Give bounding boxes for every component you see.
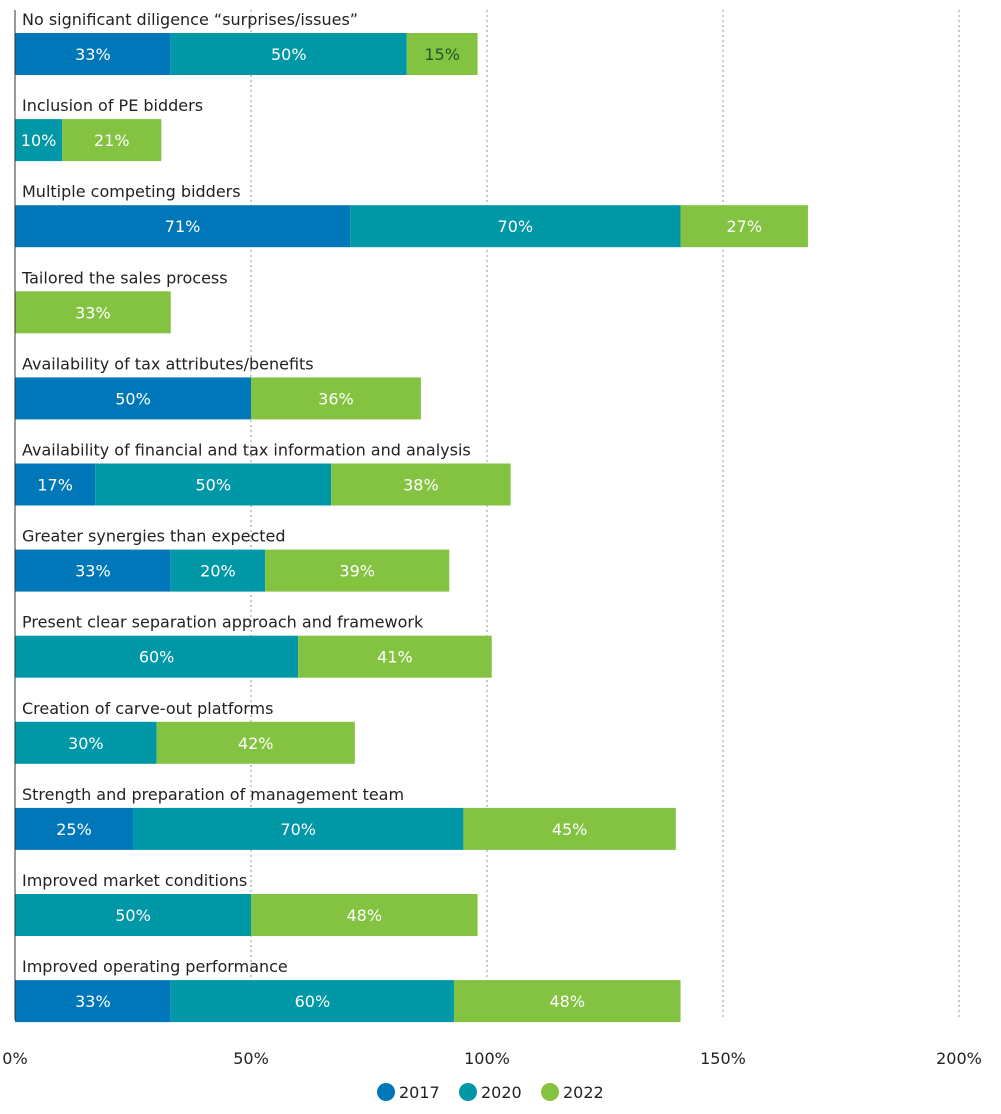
bar-segment-2017 [15, 377, 251, 420]
bars: 33% 50% 15% 10% 21% 71% 70% 27% 33% 50% 36% 17% 50% 3… [15, 33, 808, 1023]
category-label: Present clear separation approach and fr… [22, 613, 424, 632]
category-labels: No significant diligence “surprises/issu… [21, 10, 471, 976]
data-label: 38% [403, 476, 439, 495]
data-label: 36% [318, 389, 354, 408]
data-label: 70% [498, 217, 534, 236]
bar-segment-2017 [15, 33, 171, 75]
data-label: 50% [271, 45, 307, 64]
data-label: 71% [165, 217, 201, 236]
bar-segment-2017 [15, 980, 171, 1023]
bar-segment-2020 [170, 549, 266, 592]
legend-label: 2020 [481, 1083, 522, 1102]
data-label: 33% [75, 992, 111, 1011]
x-tick-label: 0% [2, 1049, 27, 1068]
data-label: 45% [552, 820, 588, 839]
bar-segment-2022 [680, 205, 808, 248]
data-label: 27% [726, 217, 762, 236]
category-label: Greater synergies than expected [22, 527, 286, 546]
data-label: 39% [339, 562, 375, 581]
axis: 0% 50% 100% 150% 200% [2, 10, 982, 1068]
bar-segment-2020 [15, 721, 157, 764]
data-label: 70% [280, 820, 316, 839]
data-label: 60% [295, 992, 331, 1011]
data-label: 10% [21, 131, 57, 150]
data-label: 48% [549, 992, 585, 1011]
legend-swatch [459, 1083, 477, 1101]
bar-segment-2022 [15, 291, 171, 334]
data-label: 41% [377, 648, 413, 667]
data-label: 48% [346, 906, 382, 925]
x-tick-label: 150% [700, 1049, 746, 1068]
data-label: 15% [424, 45, 460, 64]
bar-segment-2022 [331, 463, 511, 506]
bar-segment-2017 [15, 807, 133, 850]
bar-segment-2022 [406, 33, 478, 75]
legend-swatch [541, 1083, 559, 1101]
data-label: 33% [75, 45, 111, 64]
legend: 2017 2020 2022 [377, 1083, 604, 1102]
x-tick-label: 100% [464, 1049, 510, 1068]
bar-segment-2020 [15, 635, 299, 678]
data-label: 60% [139, 648, 175, 667]
bar-segment-2022 [156, 721, 355, 764]
bar-segment-2022 [62, 119, 162, 162]
category-label: No significant diligence “surprises/issu… [22, 10, 358, 29]
data-label: 33% [75, 562, 111, 581]
grid-lines [250, 10, 960, 1020]
bar-segment-2022 [298, 635, 492, 678]
bar-segment-2022 [251, 894, 478, 936]
legend-label: 2022 [563, 1083, 604, 1102]
data-label: 17% [37, 476, 73, 495]
bar-segment-2022 [251, 377, 421, 420]
data-label: 50% [195, 476, 231, 495]
category-label: Strength and preparation of management t… [22, 785, 404, 804]
data-label: 42% [238, 734, 274, 753]
bar-segment-2020 [350, 205, 681, 248]
category-label: Multiple competing bidders [22, 182, 241, 201]
bar-segment-2022 [453, 980, 681, 1023]
data-label: 21% [94, 131, 130, 150]
bar-segment-2020 [95, 463, 332, 506]
category-label: Improved market conditions [22, 871, 247, 890]
category-label: Inclusion of PE bidders [22, 96, 203, 115]
category-label: Availability of tax attributes/benefits [22, 354, 314, 373]
category-label: Creation of carve-out platforms [22, 699, 273, 718]
data-label: 33% [75, 303, 111, 322]
bar-segment-2022 [463, 807, 676, 850]
data-label: 25% [56, 820, 92, 839]
bar-segment-2020 [170, 33, 407, 75]
x-tick-label: 200% [936, 1049, 982, 1068]
bar-segment-2022 [265, 549, 450, 592]
category-label: Tailored the sales process [21, 268, 228, 287]
data-label: 50% [115, 906, 151, 925]
x-tick-label: 50% [233, 1049, 269, 1068]
bar-segment-2017 [15, 549, 171, 592]
legend-swatch [377, 1083, 395, 1101]
bar-segment-2020 [170, 980, 454, 1023]
legend-label: 2017 [399, 1083, 440, 1102]
bar-segment-2017 [15, 463, 96, 506]
data-label: 20% [200, 562, 236, 581]
bar-segment-2017 [15, 205, 351, 248]
bar-segment-2020 [15, 119, 63, 162]
data-label: 30% [68, 734, 104, 753]
category-label: Availability of financial and tax inform… [22, 441, 471, 460]
bar-segment-2020 [133, 807, 464, 850]
bar-segment-2020 [15, 894, 251, 936]
data-label: 50% [115, 389, 151, 408]
category-label: Improved operating performance [22, 957, 288, 976]
